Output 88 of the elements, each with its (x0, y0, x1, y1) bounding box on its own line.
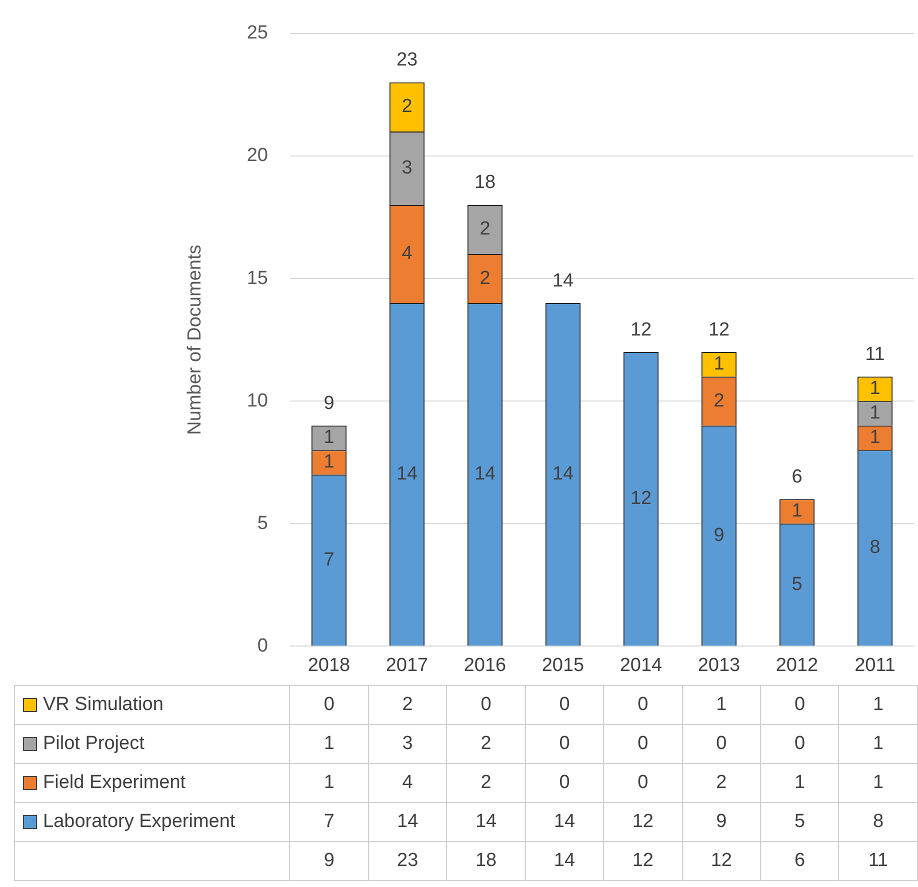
annotation: 12 (630, 488, 652, 510)
total-label: 23 (396, 50, 418, 71)
total-label: 18 (474, 172, 496, 194)
text: 18 (475, 850, 497, 871)
annotation: 1 (792, 500, 802, 522)
annotation: 4 (402, 243, 413, 264)
data-label: 0 (604, 724, 682, 764)
x-tick-label: 2014 (620, 654, 663, 676)
annotation: 2 (714, 390, 724, 412)
data-label: 3 (368, 724, 447, 764)
annotation: 7 (324, 549, 334, 570)
total-label: 11 (865, 344, 885, 365)
text: 6 (794, 850, 806, 871)
annotation: 14 (474, 464, 496, 485)
annotation: 1 (324, 427, 334, 448)
annotation: 1 (870, 378, 880, 400)
x-tick-label: 2016 (464, 654, 506, 676)
total-label: 14 (552, 270, 574, 292)
data-label: 1 (838, 724, 918, 764)
data-label: 0 (760, 686, 839, 724)
x-tick-label: 2011 (854, 654, 896, 676)
annotation: 14 (552, 464, 574, 485)
y-tick-label: 25 (246, 22, 268, 44)
text: 9 (324, 850, 334, 871)
annotation: 1 (714, 354, 724, 375)
annotation: 5 (792, 574, 802, 595)
data-label: 9 (682, 802, 761, 842)
data-label: 1 (760, 764, 839, 802)
x-tick-label: 2018 (308, 654, 350, 676)
data-label: 8 (838, 802, 918, 842)
data-label: 2 (682, 764, 761, 802)
annotation: 2 (480, 218, 490, 240)
data-label: 0 (525, 724, 604, 764)
annotation: 3 (402, 157, 412, 178)
x-tick-label: 2013 (698, 654, 740, 676)
annotation: 14 (396, 464, 418, 485)
data-label: 4 (368, 764, 447, 802)
data-label: 1 (290, 764, 368, 802)
text: 12 (632, 850, 654, 871)
y-tick-label: 0 (257, 635, 268, 656)
y-tick-label: 20 (246, 145, 268, 166)
total-label: 12 (630, 319, 652, 340)
annotation: 1 (870, 427, 880, 448)
data-label: 14 (446, 802, 526, 842)
annotation: 1 (870, 402, 880, 424)
annotation: 2 (480, 268, 490, 289)
text: 11 (868, 850, 888, 871)
data-label: 12 (604, 802, 682, 842)
data-label: 5 (760, 802, 839, 842)
data-label: 0 (682, 724, 761, 764)
data-label: 2 (446, 764, 526, 802)
y-tick-label: 10 (246, 390, 268, 412)
data-label: 0 (760, 724, 839, 764)
y-tick-label: 5 (257, 512, 268, 534)
legend-label: VR Simulation (14, 686, 290, 724)
data-label: 1 (290, 724, 368, 764)
annotation: 2 (402, 96, 412, 118)
x-tick-label: 2012 (776, 654, 818, 676)
text: 23 (397, 850, 418, 871)
data-label: 7 (290, 802, 368, 842)
total-label: 9 (324, 392, 334, 414)
annotation: 1 (324, 452, 334, 473)
annotation: 8 (870, 537, 880, 558)
data-label: 0 (525, 686, 604, 724)
text: 12 (710, 850, 732, 871)
total-label: 6 (792, 466, 802, 488)
legend-label: Laboratory Experiment (14, 802, 290, 842)
y-axis-title: Number of Documents (184, 244, 206, 435)
data-label: 2 (446, 724, 526, 764)
data-label: 0 (290, 686, 368, 724)
data-label: 1 (838, 686, 918, 724)
y-tick-label: 15 (246, 268, 268, 289)
data-label: 0 (446, 686, 526, 724)
legend-label: Field Experiment (14, 764, 290, 802)
data-label: 14 (368, 802, 447, 842)
legend-label: Pilot Project (14, 724, 290, 764)
data-label: 2 (368, 686, 447, 724)
data-label: 0 (604, 686, 682, 724)
text: 14 (554, 850, 576, 871)
data-label: 1 (838, 764, 918, 802)
data-label: 0 (525, 764, 604, 802)
data-label: 1 (682, 686, 761, 724)
x-tick-label: 2015 (542, 654, 584, 676)
x-tick-label: 2017 (386, 654, 428, 676)
total-label: 12 (708, 319, 730, 340)
data-label: 0 (604, 764, 682, 802)
data-label: 14 (525, 802, 604, 842)
annotation: 9 (714, 524, 724, 546)
